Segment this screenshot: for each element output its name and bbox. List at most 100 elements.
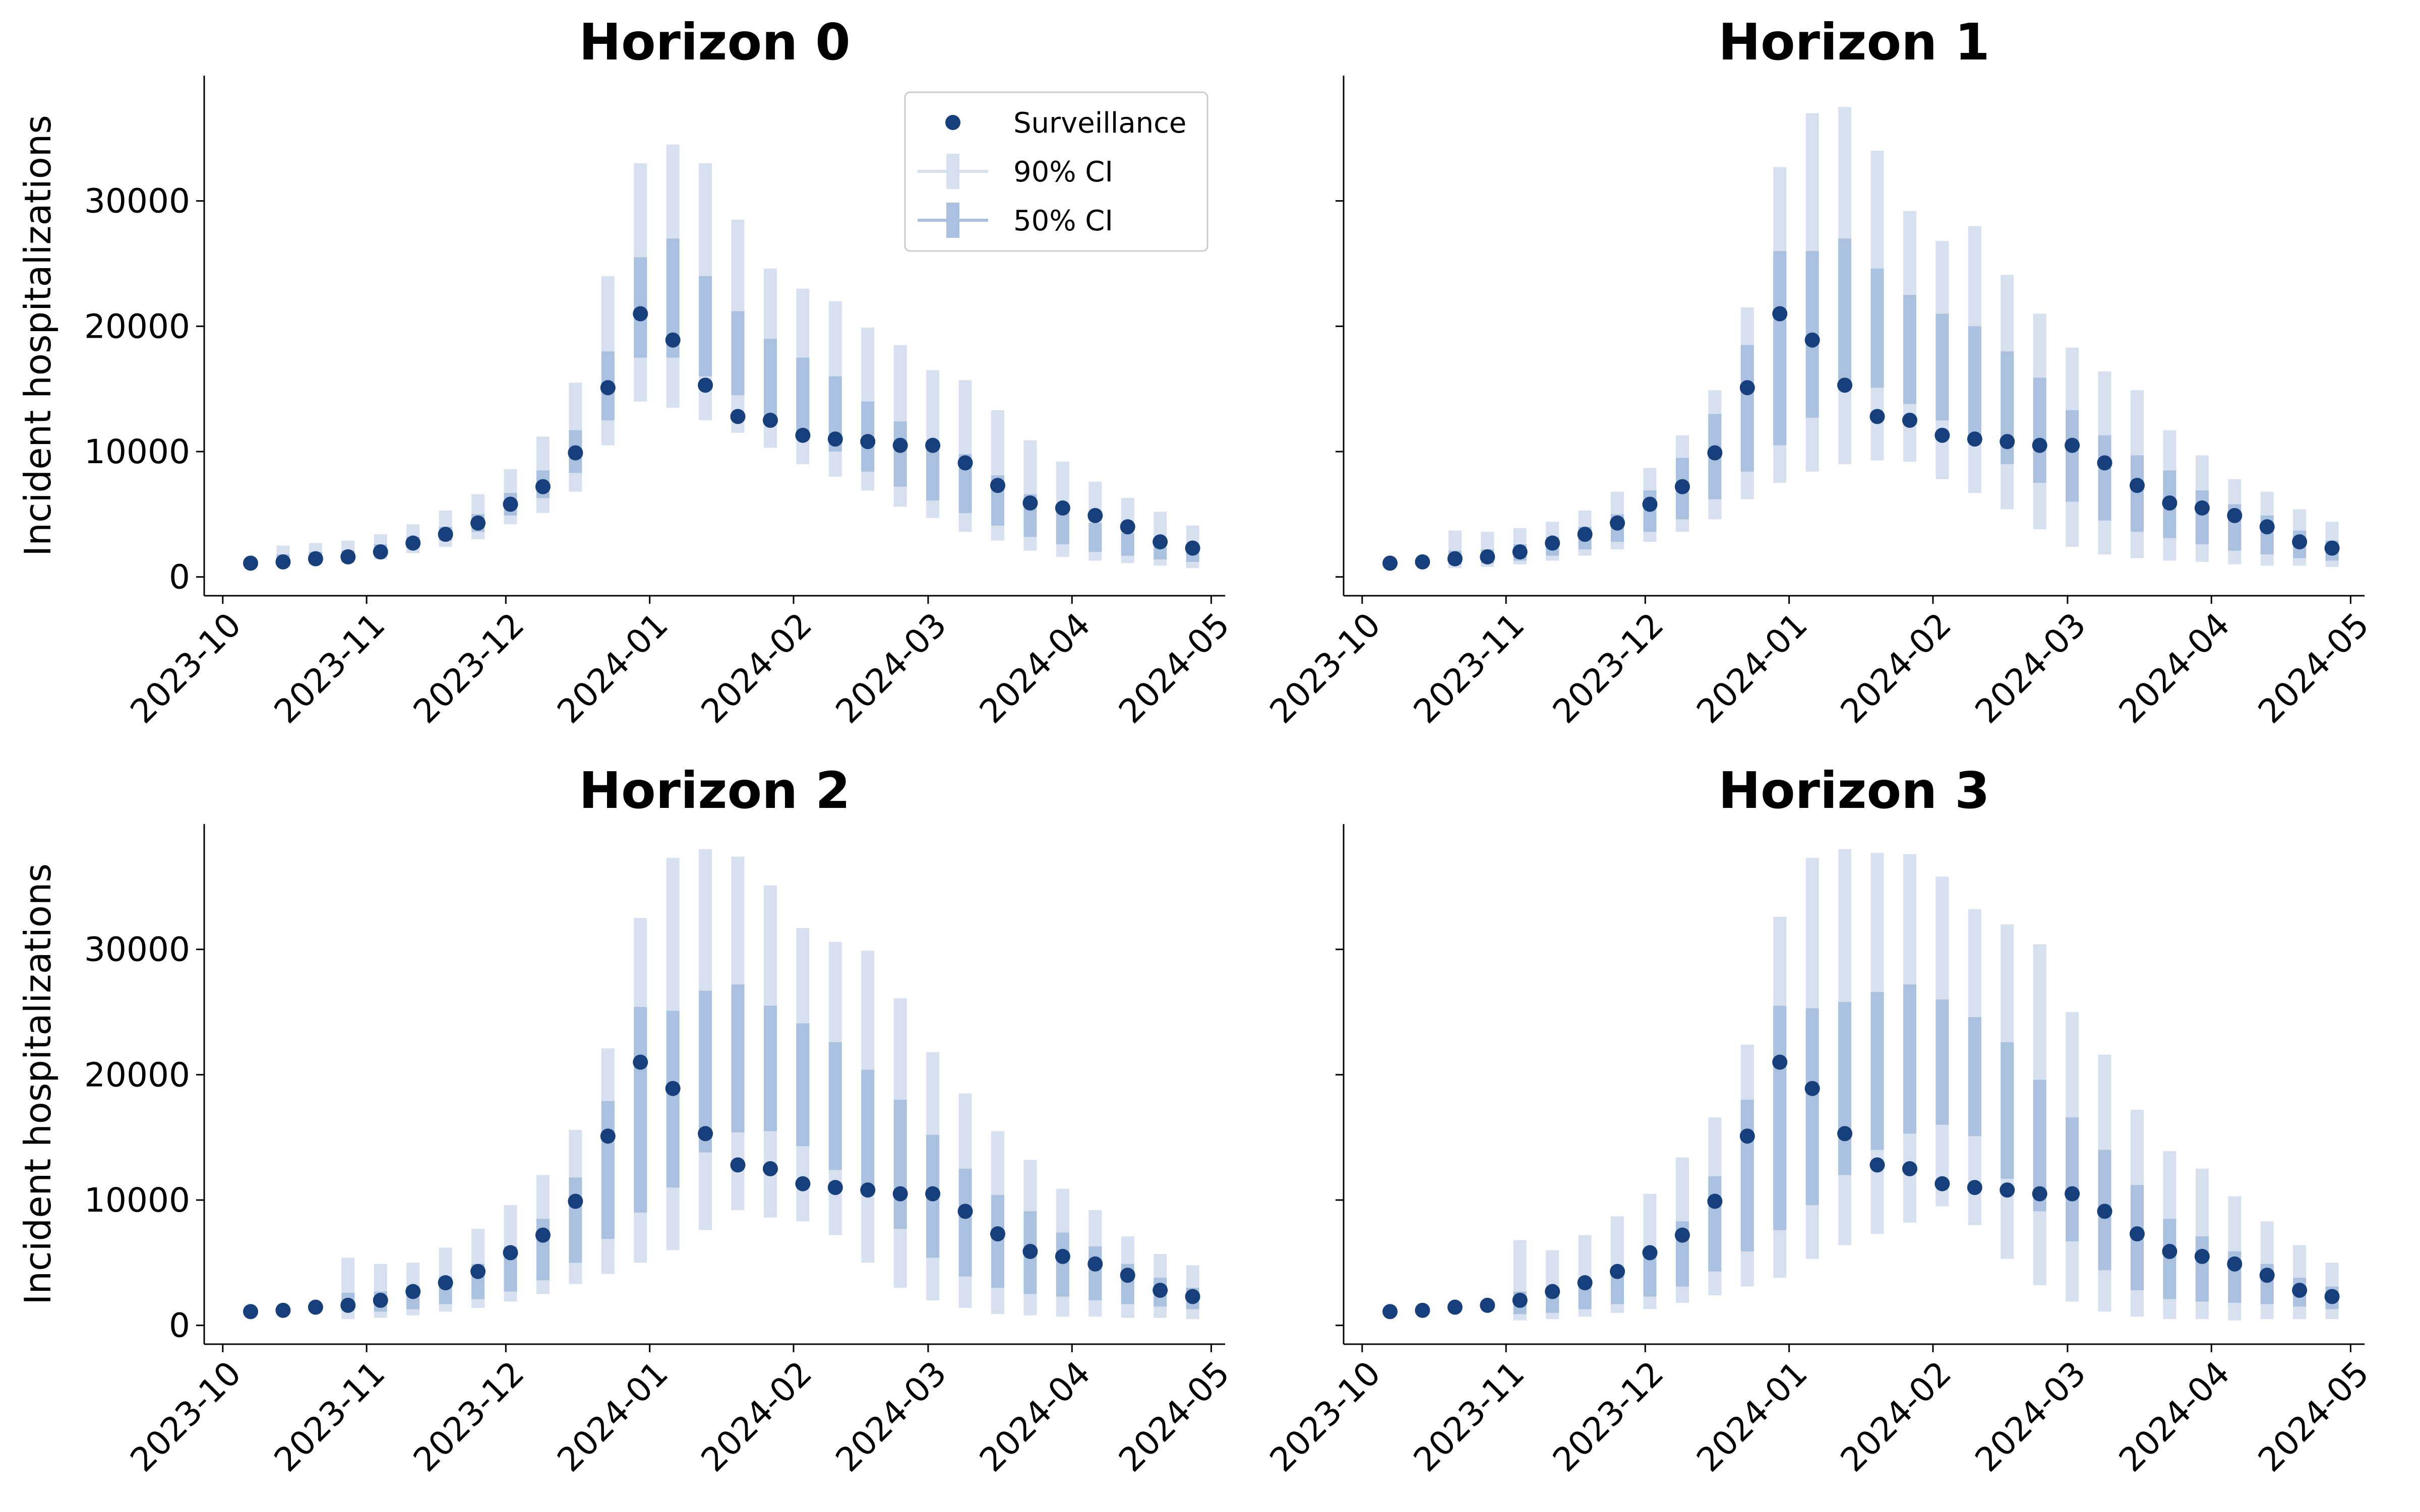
surveillance-point — [1804, 1081, 1820, 1096]
ci50-bar — [731, 984, 745, 1132]
x-tick-label: 2024-02 — [694, 1354, 819, 1479]
ci50-bar — [1088, 523, 1102, 552]
ci50-bar — [1805, 1008, 1819, 1205]
surveillance-point — [1707, 445, 1723, 461]
surveillance-point — [2324, 540, 2340, 556]
surveillance-point — [1869, 1157, 1885, 1173]
x-tick-label: 2024-05 — [1111, 605, 1237, 731]
x-tick-label: 2024-05 — [2251, 605, 2376, 731]
ci50-bar — [1740, 1100, 1754, 1251]
panel-title: Horizon 0 — [579, 13, 850, 72]
surveillance-point — [1610, 515, 1625, 531]
surveillance-point — [1902, 1161, 1917, 1176]
surveillance-point — [827, 1180, 843, 1195]
ci50-bar — [1838, 238, 1852, 386]
surveillance-point — [1707, 1193, 1723, 1209]
surveillance-point — [1120, 519, 1135, 535]
surveillance-point — [1185, 540, 1200, 556]
y-axis-label: Incident hospitalizations — [17, 115, 59, 556]
surveillance-point — [568, 1193, 583, 1209]
x-tick-label: 2024-03 — [828, 1354, 954, 1479]
ci50-bar — [634, 1007, 647, 1213]
x-tick-label: 2024-03 — [828, 605, 954, 731]
surveillance-point — [665, 1081, 681, 1096]
x-tick-label: 2023-10 — [1262, 1354, 1388, 1479]
surveillance-point — [730, 409, 746, 424]
surveillance-point — [1545, 535, 1560, 551]
x-tick-label: 2023-12 — [406, 1354, 531, 1479]
ci50-bar — [796, 357, 810, 435]
surveillance-point — [600, 380, 616, 396]
surveillance-point — [860, 434, 876, 450]
surveillance-point — [665, 332, 681, 348]
surveillance-point — [1480, 1297, 1495, 1313]
surveillance-point — [2000, 434, 2015, 450]
x-tick-label: 2024-02 — [1833, 605, 1959, 731]
surveillance-point — [1902, 412, 1917, 428]
surveillance-point — [1447, 551, 1463, 566]
x-tick-label: 2023-10 — [1262, 605, 1388, 731]
ci50-bar — [958, 1168, 972, 1277]
surveillance-point — [1577, 1275, 1593, 1291]
surveillance-point — [503, 496, 518, 512]
surveillance-point — [1087, 1256, 1103, 1272]
surveillance-point — [1804, 332, 1820, 348]
x-tick-label: 2024-01 — [550, 1354, 676, 1479]
x-tick-label: 2024-03 — [1968, 605, 2093, 731]
surveillance-point — [2292, 534, 2308, 550]
surveillance-point — [990, 478, 1005, 493]
surveillance-point — [1382, 555, 1398, 571]
surveillance-point — [2292, 1283, 2308, 1298]
surveillance-point — [275, 1302, 291, 1318]
x-tick-label: 2024-04 — [2111, 1354, 2237, 1479]
surveillance-point — [795, 1176, 811, 1191]
ci50-bar — [2195, 490, 2209, 545]
surveillance-point — [2032, 1186, 2047, 1202]
x-tick-label: 2024-01 — [1689, 1354, 1815, 1479]
ci50-bar — [1056, 1232, 1069, 1297]
ci50-bar — [731, 311, 745, 396]
ci50-bar — [2033, 377, 2046, 483]
surveillance-point — [633, 1054, 648, 1070]
surveillance-point — [1967, 431, 1982, 447]
surveillance-point — [470, 515, 486, 531]
ci50-bar — [1121, 533, 1134, 556]
surveillance-point — [2194, 500, 2210, 516]
y-tick-label: 0 — [169, 558, 190, 597]
surveillance-point — [1415, 554, 1430, 570]
ci50-bar — [2066, 1117, 2079, 1242]
surveillance-point — [438, 527, 453, 542]
surveillance-point — [1512, 544, 1528, 559]
x-tick-label: 2024-04 — [972, 1354, 1098, 1479]
surveillance-point — [2194, 1248, 2210, 1264]
legend-label: 50% CI — [1013, 205, 1113, 237]
y-axis-label: Incident hospitalizations — [17, 863, 59, 1305]
surveillance-point — [1382, 1304, 1398, 1319]
surveillance-point — [535, 1227, 551, 1243]
surveillance-point — [1153, 534, 1168, 550]
surveillance-point — [1967, 1180, 1982, 1195]
ci50-bar — [2130, 455, 2144, 532]
surveillance-point — [2000, 1182, 2015, 1198]
surveillance-point — [373, 1292, 388, 1308]
surveillance-point — [308, 1299, 323, 1315]
surveillance-point — [1022, 495, 1038, 511]
surveillance-point — [1512, 1292, 1528, 1308]
ci50-bar — [893, 421, 907, 487]
ci50-bar — [2098, 435, 2111, 521]
surveillance-point — [1837, 377, 1853, 393]
surveillance-point — [1934, 427, 1950, 443]
ci50-bar — [601, 1101, 615, 1239]
surveillance-point — [1837, 1126, 1853, 1142]
legend-ci90-swatch — [946, 154, 959, 189]
ci50-bar — [1935, 313, 1949, 420]
x-tick-label: 2023-11 — [1406, 1354, 1532, 1479]
ci50-bar — [699, 990, 712, 1153]
y-tick-label: 10000 — [84, 1181, 190, 1220]
y-tick-label: 20000 — [84, 1055, 190, 1094]
legend-box — [904, 91, 1208, 252]
surveillance-point — [2324, 1289, 2340, 1304]
surveillance-point — [827, 431, 843, 447]
x-tick-label: 2023-11 — [267, 1354, 392, 1479]
